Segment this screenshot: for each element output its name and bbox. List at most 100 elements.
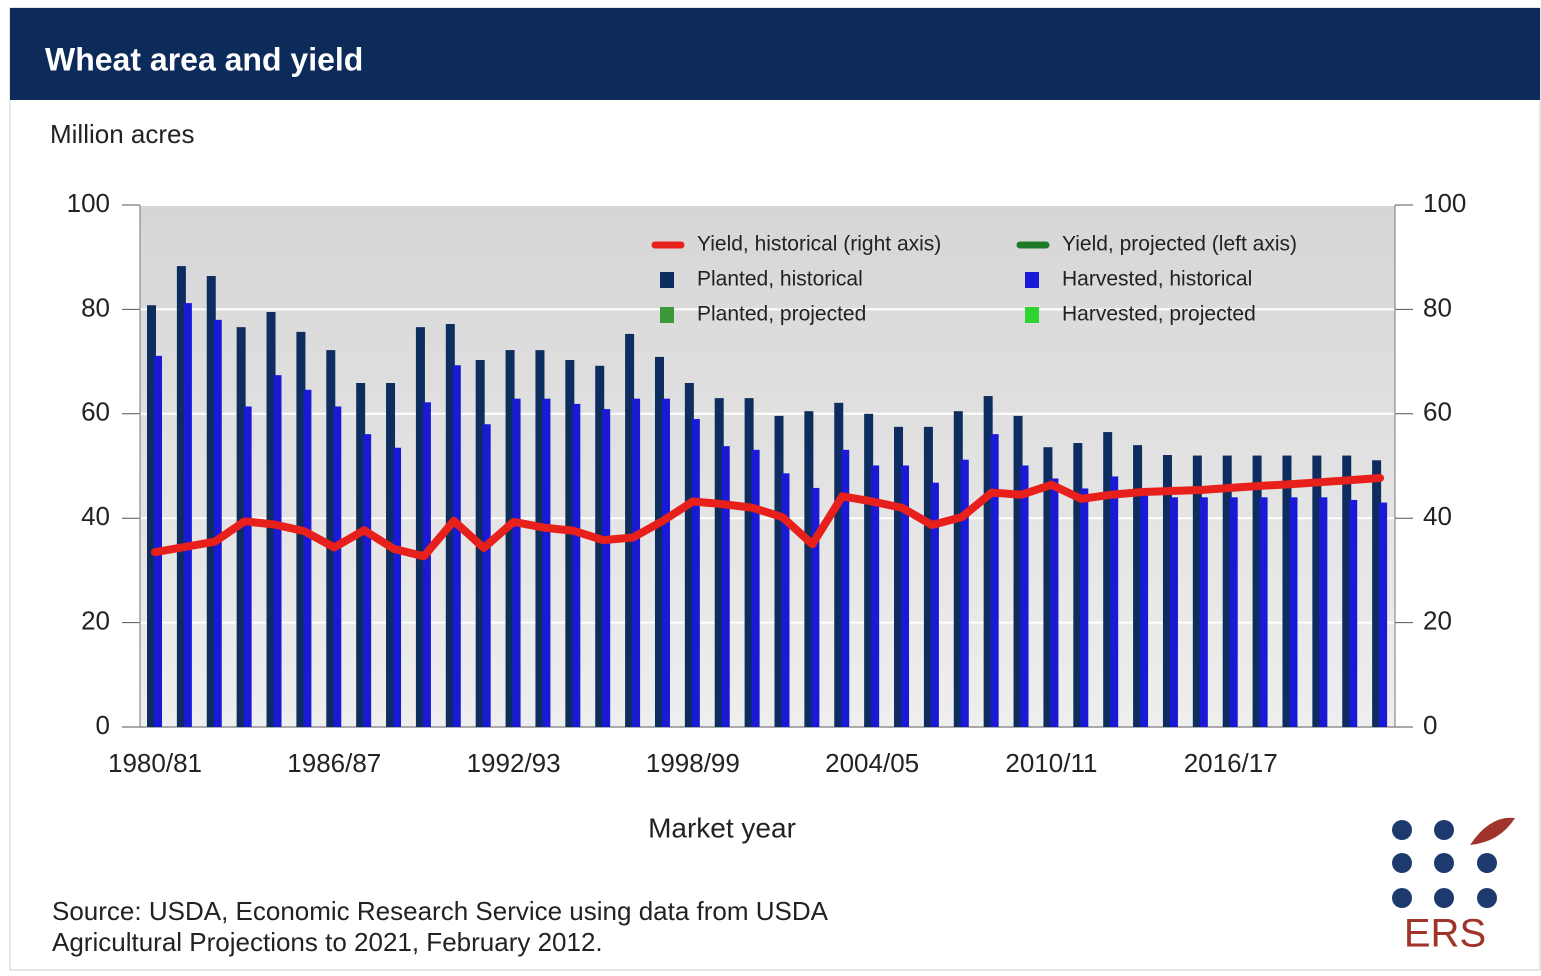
bar [901, 465, 910, 727]
bar [923, 426, 933, 727]
header-band [10, 8, 1540, 100]
y-tick-label: 80 [81, 292, 110, 322]
y2-tick-label: 100 [1423, 188, 1466, 218]
legend-label: Yield, historical (right axis) [697, 233, 941, 256]
bar [154, 355, 162, 727]
bar [565, 360, 575, 727]
legend-label: Planted, historical [697, 268, 863, 291]
x-tick-label: 1986/87 [287, 748, 381, 778]
bar [654, 356, 664, 727]
bar [1252, 455, 1262, 727]
bar [482, 424, 491, 727]
bar [386, 383, 396, 727]
bar [1110, 476, 1119, 727]
y-tick-label: 60 [81, 397, 110, 427]
bar [661, 398, 670, 727]
bar [774, 415, 784, 727]
y2-tick-label: 60 [1423, 397, 1452, 427]
bar [1073, 443, 1083, 727]
x-tick-label: 1980/81 [108, 748, 202, 778]
bar [1080, 488, 1089, 727]
bar [452, 365, 461, 727]
y2-tick-label: 20 [1423, 605, 1452, 635]
bar [1140, 492, 1149, 727]
bar [721, 446, 730, 727]
bar [625, 333, 635, 727]
bar [714, 398, 724, 727]
bar [632, 398, 641, 727]
x-tick-label: 2004/05 [825, 748, 919, 778]
bar [1222, 455, 1232, 727]
bar [1349, 499, 1358, 727]
y-tick-label: 40 [81, 501, 110, 531]
bar [1199, 497, 1208, 727]
x-axis-label: Market year [648, 812, 796, 843]
bar [684, 383, 694, 727]
bar [871, 465, 880, 727]
bar [363, 434, 372, 727]
bar [1162, 455, 1172, 727]
bar [691, 419, 700, 727]
legend-swatch [660, 307, 674, 323]
chart-title: Wheat area and yield [45, 41, 363, 77]
bar [512, 398, 521, 727]
bar [243, 406, 252, 727]
x-tick-label: 1992/93 [467, 748, 561, 778]
bar [834, 402, 844, 727]
source-line: Source: USDA, Economic Research Service … [52, 896, 829, 926]
x-tick-label: 1998/99 [646, 748, 740, 778]
bar [1282, 455, 1292, 727]
bar [781, 473, 790, 727]
bar [1379, 502, 1388, 727]
bar [1169, 497, 1178, 727]
bar [183, 303, 192, 727]
bar [542, 398, 551, 727]
y2-tick-label: 0 [1423, 710, 1437, 740]
bar [841, 449, 850, 727]
yield-line [151, 474, 1385, 561]
logo-text: ERS [1404, 912, 1486, 956]
bar [1133, 445, 1143, 727]
source-line: Agricultural Projections to 2021, Februa… [52, 927, 603, 957]
bar [213, 319, 222, 727]
y-axis-label: Million acres [50, 119, 195, 149]
bar [811, 487, 820, 727]
bar [422, 402, 431, 727]
bar [1103, 432, 1113, 727]
bar [1013, 415, 1023, 727]
y2-tick-label: 40 [1423, 501, 1452, 531]
bar [303, 389, 312, 727]
plot-area [140, 205, 1395, 727]
bar [1192, 455, 1202, 727]
bar [983, 396, 993, 727]
bar [1229, 497, 1238, 727]
bar [572, 403, 581, 727]
y-tick-label: 20 [81, 605, 110, 635]
bar [804, 411, 814, 727]
bar [1289, 497, 1298, 727]
bar [535, 350, 545, 727]
bar [1342, 455, 1352, 727]
bar [1372, 460, 1382, 727]
logo-dots [1392, 817, 1515, 908]
y-tick-label: 0 [96, 710, 110, 740]
legend-label: Harvested, historical [1062, 268, 1252, 291]
bar [953, 411, 963, 727]
y2-tick-label: 80 [1423, 292, 1452, 322]
bar [894, 426, 904, 727]
legend-swatch [1025, 307, 1039, 323]
x-tick-label: 2016/17 [1184, 748, 1278, 778]
bar [960, 459, 969, 727]
legend-swatch [660, 272, 674, 288]
bar [1312, 455, 1322, 727]
bar [326, 350, 336, 727]
bar [393, 447, 402, 727]
bar [1043, 447, 1053, 727]
bar [602, 409, 611, 727]
y-tick-label: 100 [67, 188, 110, 218]
bar [864, 413, 874, 727]
bar [1020, 465, 1029, 727]
bar [356, 383, 366, 727]
bar [1319, 497, 1328, 727]
